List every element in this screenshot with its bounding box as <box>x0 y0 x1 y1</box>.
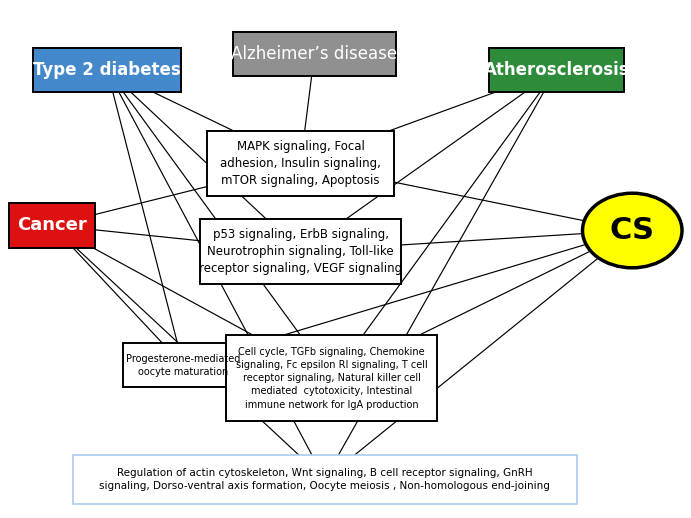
FancyBboxPatch shape <box>200 219 401 284</box>
Text: Alzheimer’s disease: Alzheimer’s disease <box>231 46 397 63</box>
Text: Cell cycle, TGFb signaling, Chemokine
signaling, Fc epsilon RI signaling, T cell: Cell cycle, TGFb signaling, Chemokine si… <box>236 347 428 410</box>
FancyBboxPatch shape <box>489 48 623 92</box>
Text: p53 signaling, ErbB signaling,
Neurotrophin signaling, Toll-like
receptor signal: p53 signaling, ErbB signaling, Neurotrop… <box>199 228 402 275</box>
Text: CS: CS <box>609 216 655 245</box>
FancyBboxPatch shape <box>207 131 394 195</box>
FancyBboxPatch shape <box>227 336 437 421</box>
FancyBboxPatch shape <box>8 203 95 248</box>
FancyBboxPatch shape <box>233 32 395 76</box>
Circle shape <box>583 193 682 268</box>
Text: Atherosclerosis: Atherosclerosis <box>484 61 629 79</box>
Text: MAPK signaling, Focal
adhesion, Insulin signaling,
mTOR signaling, Apoptosis: MAPK signaling, Focal adhesion, Insulin … <box>220 140 381 186</box>
Text: Cancer: Cancer <box>17 217 86 234</box>
Text: Regulation of actin cytoskeleton, Wnt signaling, B cell receptor signaling, GnRH: Regulation of actin cytoskeleton, Wnt si… <box>100 468 550 491</box>
FancyBboxPatch shape <box>123 343 243 387</box>
Text: Progesterone-mediated
oocyte maturation: Progesterone-mediated oocyte maturation <box>126 354 240 377</box>
FancyBboxPatch shape <box>73 455 577 503</box>
FancyBboxPatch shape <box>32 48 181 92</box>
Text: Type 2 diabetes: Type 2 diabetes <box>33 61 181 79</box>
